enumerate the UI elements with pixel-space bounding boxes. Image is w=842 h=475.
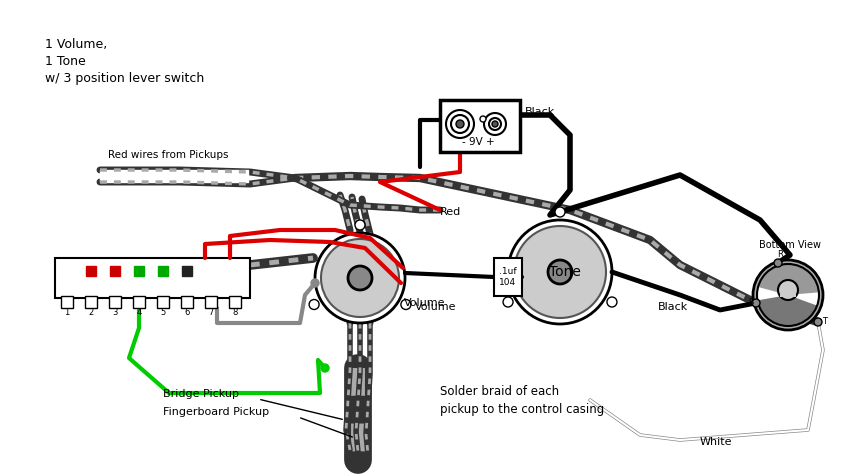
Text: Red wires from Pickups: Red wires from Pickups bbox=[108, 150, 228, 160]
Wedge shape bbox=[758, 264, 819, 295]
Bar bbox=[55, 258, 250, 298]
Bar bbox=[780, 287, 796, 297]
Bar bbox=[158, 266, 168, 276]
Circle shape bbox=[752, 299, 760, 307]
Bar bbox=[61, 296, 73, 308]
Circle shape bbox=[514, 226, 606, 318]
Text: Tone: Tone bbox=[549, 265, 581, 279]
Text: 7: 7 bbox=[208, 308, 214, 317]
Circle shape bbox=[451, 115, 469, 133]
Text: 1: 1 bbox=[64, 308, 70, 317]
Circle shape bbox=[311, 279, 319, 287]
Wedge shape bbox=[757, 264, 819, 326]
Circle shape bbox=[508, 220, 612, 324]
Circle shape bbox=[355, 220, 365, 230]
Circle shape bbox=[814, 318, 822, 326]
Circle shape bbox=[309, 300, 319, 310]
Bar bbox=[157, 296, 169, 308]
Bar bbox=[85, 296, 97, 308]
Circle shape bbox=[401, 300, 411, 310]
Text: White: White bbox=[700, 437, 733, 447]
Circle shape bbox=[480, 116, 486, 122]
Text: T: T bbox=[823, 317, 828, 326]
Circle shape bbox=[484, 113, 506, 135]
Text: .1uf
104: .1uf 104 bbox=[499, 267, 517, 287]
Text: 2: 2 bbox=[88, 308, 93, 317]
Bar bbox=[109, 296, 121, 308]
Text: 8: 8 bbox=[232, 308, 237, 317]
Circle shape bbox=[607, 297, 617, 307]
Text: Fingerboard Pickup: Fingerboard Pickup bbox=[163, 407, 269, 417]
Text: 6: 6 bbox=[184, 308, 189, 317]
Circle shape bbox=[321, 364, 329, 372]
Text: Solder braid of each: Solder braid of each bbox=[440, 385, 559, 398]
Text: R: R bbox=[777, 250, 783, 259]
Text: Volume: Volume bbox=[415, 302, 456, 312]
Bar bbox=[86, 266, 96, 276]
Bar bbox=[494, 258, 522, 296]
Text: 5: 5 bbox=[160, 308, 166, 317]
Circle shape bbox=[315, 233, 405, 323]
Wedge shape bbox=[758, 295, 817, 326]
Bar bbox=[133, 296, 145, 308]
Text: Bridge Pickup: Bridge Pickup bbox=[163, 389, 239, 399]
Bar bbox=[440, 100, 520, 152]
Text: Black: Black bbox=[658, 302, 688, 312]
Bar bbox=[182, 266, 192, 276]
Text: Red: Red bbox=[440, 207, 461, 217]
Circle shape bbox=[753, 260, 823, 330]
Text: pickup to the control casing: pickup to the control casing bbox=[440, 403, 605, 416]
Circle shape bbox=[348, 266, 372, 290]
Bar bbox=[134, 266, 144, 276]
Text: Volume: Volume bbox=[404, 298, 445, 308]
Circle shape bbox=[489, 118, 501, 130]
Bar bbox=[229, 296, 241, 308]
Circle shape bbox=[321, 239, 399, 317]
Text: w/ 3 position lever switch: w/ 3 position lever switch bbox=[45, 72, 205, 85]
Text: 3: 3 bbox=[112, 308, 118, 317]
Text: - 9V +: - 9V + bbox=[461, 137, 494, 147]
Circle shape bbox=[548, 260, 572, 284]
Bar bbox=[181, 296, 193, 308]
Text: Bottom View: Bottom View bbox=[759, 240, 821, 250]
Text: 1 Tone: 1 Tone bbox=[45, 55, 86, 68]
Text: S: S bbox=[749, 298, 754, 307]
Circle shape bbox=[446, 110, 474, 138]
Text: Black: Black bbox=[525, 107, 555, 117]
Text: 1 Volume,: 1 Volume, bbox=[45, 38, 107, 51]
Circle shape bbox=[774, 259, 782, 267]
Bar bbox=[205, 296, 217, 308]
Text: 4: 4 bbox=[136, 308, 141, 317]
Circle shape bbox=[778, 280, 798, 300]
Bar bbox=[110, 266, 120, 276]
Circle shape bbox=[456, 120, 464, 128]
Circle shape bbox=[503, 297, 513, 307]
Circle shape bbox=[555, 207, 565, 217]
Circle shape bbox=[492, 121, 498, 127]
